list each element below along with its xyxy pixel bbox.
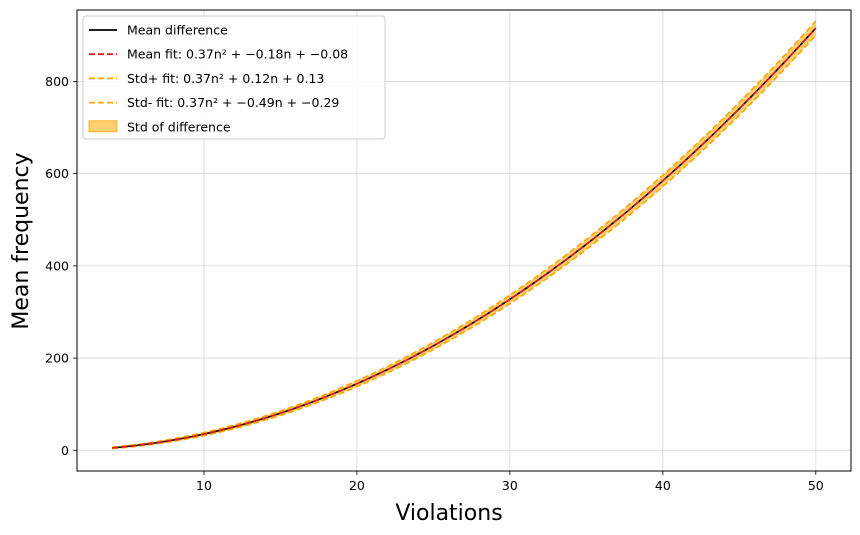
x-tick-label: 50 <box>808 478 824 493</box>
y-axis-label: Mean frequency <box>9 152 34 329</box>
x-axis: 10 20 30 40 50 <box>196 471 824 493</box>
x-tick-label: 40 <box>655 478 671 493</box>
plot-area <box>112 20 817 450</box>
y-axis: 0 200 400 600 800 <box>45 74 77 458</box>
x-axis-label: Violations <box>395 501 502 526</box>
y-tick-label: 0 <box>61 443 69 458</box>
legend-box <box>82 15 386 140</box>
plot-frame <box>76 9 852 472</box>
legend: Mean difference Mean fit: 0.37n² + −0.18n… <box>82 15 386 140</box>
legend-label-std-minus-fit: Std- fit: 0.37n² + −0.49n + −0.29 <box>127 95 339 110</box>
legend-label-std-band: Std of difference <box>127 119 231 134</box>
x-tick-label: 30 <box>502 478 518 493</box>
std-minus-fit-line <box>112 34 817 450</box>
legend-label-std-plus-fit: Std+ fit: 0.37n² + 0.12n + 0.13 <box>127 71 324 86</box>
y-tick-label: 600 <box>45 166 69 181</box>
legend-swatch-std-band <box>88 120 118 133</box>
std-plus-fit-line <box>112 20 817 449</box>
x-tick-label: 10 <box>196 478 212 493</box>
legend-label-mean-fit: Mean fit: 0.37n² + −0.18n + −0.08 <box>127 47 348 62</box>
y-tick-label: 200 <box>45 351 69 366</box>
y-tick-label: 400 <box>45 258 69 273</box>
legend-label-mean-difference: Mean difference <box>127 23 228 38</box>
y-tick-label: 800 <box>45 74 69 89</box>
mean-fit-line <box>112 27 817 449</box>
x-tick-label: 20 <box>349 478 365 493</box>
